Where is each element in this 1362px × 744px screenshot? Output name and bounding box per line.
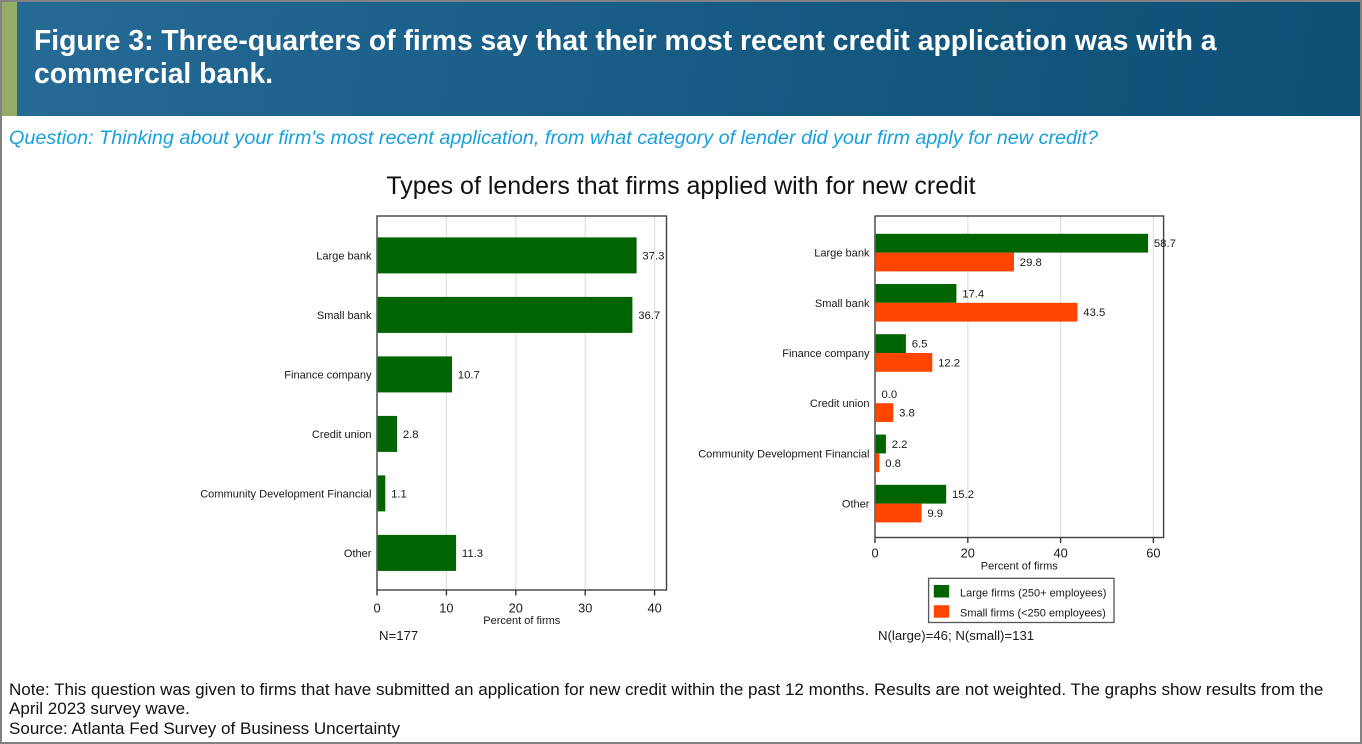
svg-text:Credit union: Credit union xyxy=(312,429,372,441)
svg-text:20: 20 xyxy=(961,545,975,560)
svg-text:2.8: 2.8 xyxy=(403,429,419,441)
svg-text:Finance company: Finance company xyxy=(782,348,870,360)
svg-text:11.3: 11.3 xyxy=(462,548,483,560)
svg-text:60: 60 xyxy=(1146,545,1160,560)
svg-text:Small firms (<250 employees): Small firms (<250 employees) xyxy=(960,607,1106,619)
svg-text:Large firms (250+ employees): Large firms (250+ employees) xyxy=(960,587,1106,599)
svg-text:3.8: 3.8 xyxy=(899,408,915,420)
svg-text:29.8: 29.8 xyxy=(1020,257,1042,269)
svg-text:0: 0 xyxy=(373,601,380,616)
svg-text:58.7: 58.7 xyxy=(1154,238,1176,250)
svg-text:Community Development Financia: Community Development Financial xyxy=(200,488,371,500)
svg-text:10: 10 xyxy=(439,601,453,616)
svg-text:37.3: 37.3 xyxy=(642,250,664,262)
svg-text:Percent of firms: Percent of firms xyxy=(981,561,1059,573)
svg-text:Credit union: Credit union xyxy=(810,398,870,410)
svg-text:Large bank: Large bank xyxy=(814,248,870,260)
svg-text:Percent of firms: Percent of firms xyxy=(483,615,561,627)
svg-text:40: 40 xyxy=(647,601,661,616)
svg-text:Other: Other xyxy=(344,548,372,560)
svg-text:9.9: 9.9 xyxy=(927,508,943,520)
svg-text:2.2: 2.2 xyxy=(892,439,908,451)
svg-text:20: 20 xyxy=(509,601,523,616)
svg-text:43.5: 43.5 xyxy=(1083,307,1105,319)
svg-text:Community Development Financia: Community Development Financial xyxy=(698,448,869,460)
svg-text:10.7: 10.7 xyxy=(458,369,480,381)
svg-text:Large bank: Large bank xyxy=(316,250,372,262)
svg-text:40: 40 xyxy=(1053,545,1067,560)
svg-text:30: 30 xyxy=(578,601,592,616)
svg-text:Other: Other xyxy=(842,499,870,511)
svg-text:17.4: 17.4 xyxy=(962,288,984,300)
svg-text:1.1: 1.1 xyxy=(391,488,407,500)
svg-text:12.2: 12.2 xyxy=(938,357,960,369)
svg-text:N=177: N=177 xyxy=(379,628,418,643)
svg-text:Finance company: Finance company xyxy=(284,369,372,381)
svg-text:15.2: 15.2 xyxy=(952,489,974,501)
svg-text:Small bank: Small bank xyxy=(317,310,372,322)
svg-text:0: 0 xyxy=(871,545,878,560)
svg-text:N(large)=46; N(small)=131: N(large)=46; N(small)=131 xyxy=(878,628,1034,643)
svg-text:36.7: 36.7 xyxy=(638,310,660,322)
svg-text:Small bank: Small bank xyxy=(815,298,870,310)
svg-text:0.0: 0.0 xyxy=(882,389,898,401)
svg-text:6.5: 6.5 xyxy=(912,339,928,351)
svg-text:0.8: 0.8 xyxy=(885,458,901,470)
